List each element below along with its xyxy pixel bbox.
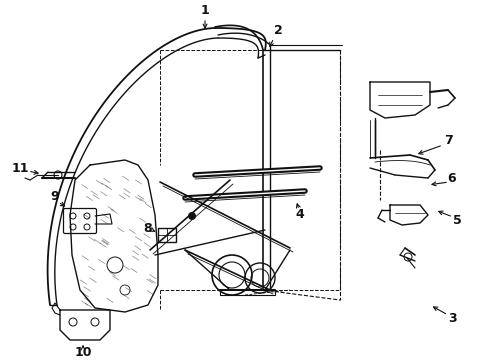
- Bar: [158, 228, 176, 242]
- Text: 6: 6: [448, 171, 456, 184]
- Text: 1: 1: [200, 4, 209, 17]
- Text: 7: 7: [443, 134, 452, 147]
- Text: 8: 8: [144, 221, 152, 234]
- Text: 5: 5: [453, 213, 462, 226]
- Text: 11: 11: [11, 162, 29, 175]
- Circle shape: [188, 212, 196, 220]
- Text: 2: 2: [273, 23, 282, 36]
- FancyBboxPatch shape: [64, 208, 97, 234]
- Text: 3: 3: [448, 311, 456, 324]
- Text: 4: 4: [295, 208, 304, 221]
- Text: 10: 10: [74, 346, 92, 359]
- Text: 9: 9: [50, 190, 59, 203]
